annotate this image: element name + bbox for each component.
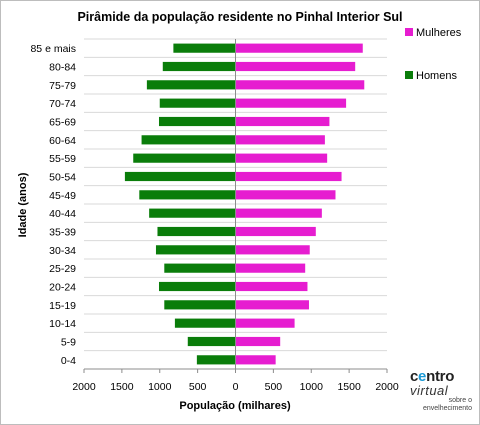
x-tick-label: 1500 — [337, 381, 361, 393]
legend-label-homens: Homens — [416, 70, 457, 82]
bar-homens-14 — [159, 98, 236, 108]
bar-homens-10 — [124, 171, 236, 182]
y-tick-label: 5-9 — [61, 337, 76, 349]
bar-homens-12 — [141, 135, 236, 145]
y-tick-label: 15-19 — [49, 300, 76, 312]
y-tick-label: 55-59 — [49, 153, 76, 165]
bar-homens-4 — [158, 281, 236, 292]
x-tick-label: 500 — [189, 381, 207, 393]
bar-mulheres-7 — [235, 226, 316, 237]
legend-swatch-mulheres — [405, 28, 413, 36]
chart-legend: Mulheres Homens — [405, 27, 462, 82]
y-tick-label: 80-84 — [49, 62, 76, 74]
bar-homens-3 — [164, 300, 236, 310]
bar-mulheres-8 — [235, 208, 322, 218]
bar-homens-8 — [149, 208, 236, 218]
bar-homens-0 — [196, 355, 236, 365]
y-tick-label: 60-64 — [49, 135, 76, 147]
legend-swatch-homens — [405, 71, 413, 79]
y-tick-label: 50-54 — [49, 172, 76, 184]
bar-homens-9 — [139, 190, 236, 200]
x-tick-label: 2000 — [72, 381, 96, 393]
y-tick-label: 25-29 — [49, 263, 76, 275]
bar-homens-2 — [174, 318, 236, 328]
y-axis-label: Idade (anos) — [17, 172, 29, 237]
y-tick-label: 35-39 — [49, 227, 76, 239]
bar-mulheres-0 — [235, 355, 276, 365]
bar-homens-13 — [158, 116, 236, 127]
chart-title: Pirâmide da população residente no Pinha… — [77, 10, 402, 24]
y-tick-label: 20-24 — [49, 282, 76, 294]
x-axis-label: População (milhares) — [179, 400, 291, 412]
y-tick-label: 45-49 — [49, 190, 76, 202]
centro-virtual-logo: centro virtual sobre o envelhecimento — [410, 368, 472, 412]
bar-mulheres-5 — [235, 263, 306, 273]
bar-mulheres-10 — [235, 171, 342, 182]
x-tick-label: 0 — [233, 381, 239, 393]
x-tick-label: 1000 — [148, 381, 172, 393]
bar-mulheres-1 — [235, 336, 281, 347]
bar-mulheres-14 — [235, 98, 347, 108]
bar-mulheres-17 — [235, 43, 363, 53]
chart-bars — [124, 43, 365, 365]
bar-homens-1 — [187, 336, 236, 347]
bar-homens-11 — [133, 153, 236, 163]
x-tick-label: 500 — [265, 381, 283, 393]
legend-label-mulheres: Mulheres — [416, 27, 462, 39]
x-tick-label: 2000 — [375, 381, 399, 393]
x-tick-label: 1000 — [300, 381, 324, 393]
y-tick-label: 10-14 — [49, 318, 76, 330]
bar-mulheres-9 — [235, 190, 336, 200]
bar-homens-15 — [146, 80, 236, 90]
bar-mulheres-4 — [235, 281, 308, 292]
bar-homens-6 — [155, 245, 236, 255]
y-tick-label: 40-44 — [49, 208, 76, 220]
bar-mulheres-13 — [235, 116, 330, 127]
x-axis: 2000 1500 1000 500 0 500 1000 1500 2000 — [72, 39, 399, 393]
y-tick-label: 0-4 — [61, 355, 76, 367]
y-tick-label: 70-74 — [49, 98, 76, 110]
y-tick-label: 65-69 — [49, 117, 76, 129]
bar-homens-16 — [162, 61, 236, 72]
bar-homens-7 — [157, 226, 236, 237]
y-axis-tick-labels: 0-4 5-9 10-14 15-19 20-24 25-29 30-34 35-39 40-4… — [30, 43, 76, 367]
bar-mulheres-12 — [235, 135, 325, 145]
y-tick-label: 75-79 — [49, 80, 76, 92]
y-tick-label: 30-34 — [49, 245, 76, 257]
bar-mulheres-2 — [235, 318, 295, 328]
bar-mulheres-3 — [235, 300, 309, 310]
y-tick-label: 85 e mais — [30, 43, 76, 55]
bar-mulheres-16 — [235, 61, 356, 72]
bar-mulheres-15 — [235, 80, 365, 90]
bar-homens-5 — [164, 263, 236, 273]
bar-homens-17 — [173, 43, 236, 53]
bar-mulheres-11 — [235, 153, 328, 163]
x-tick-label: 1500 — [110, 381, 134, 393]
bar-mulheres-6 — [235, 245, 310, 255]
